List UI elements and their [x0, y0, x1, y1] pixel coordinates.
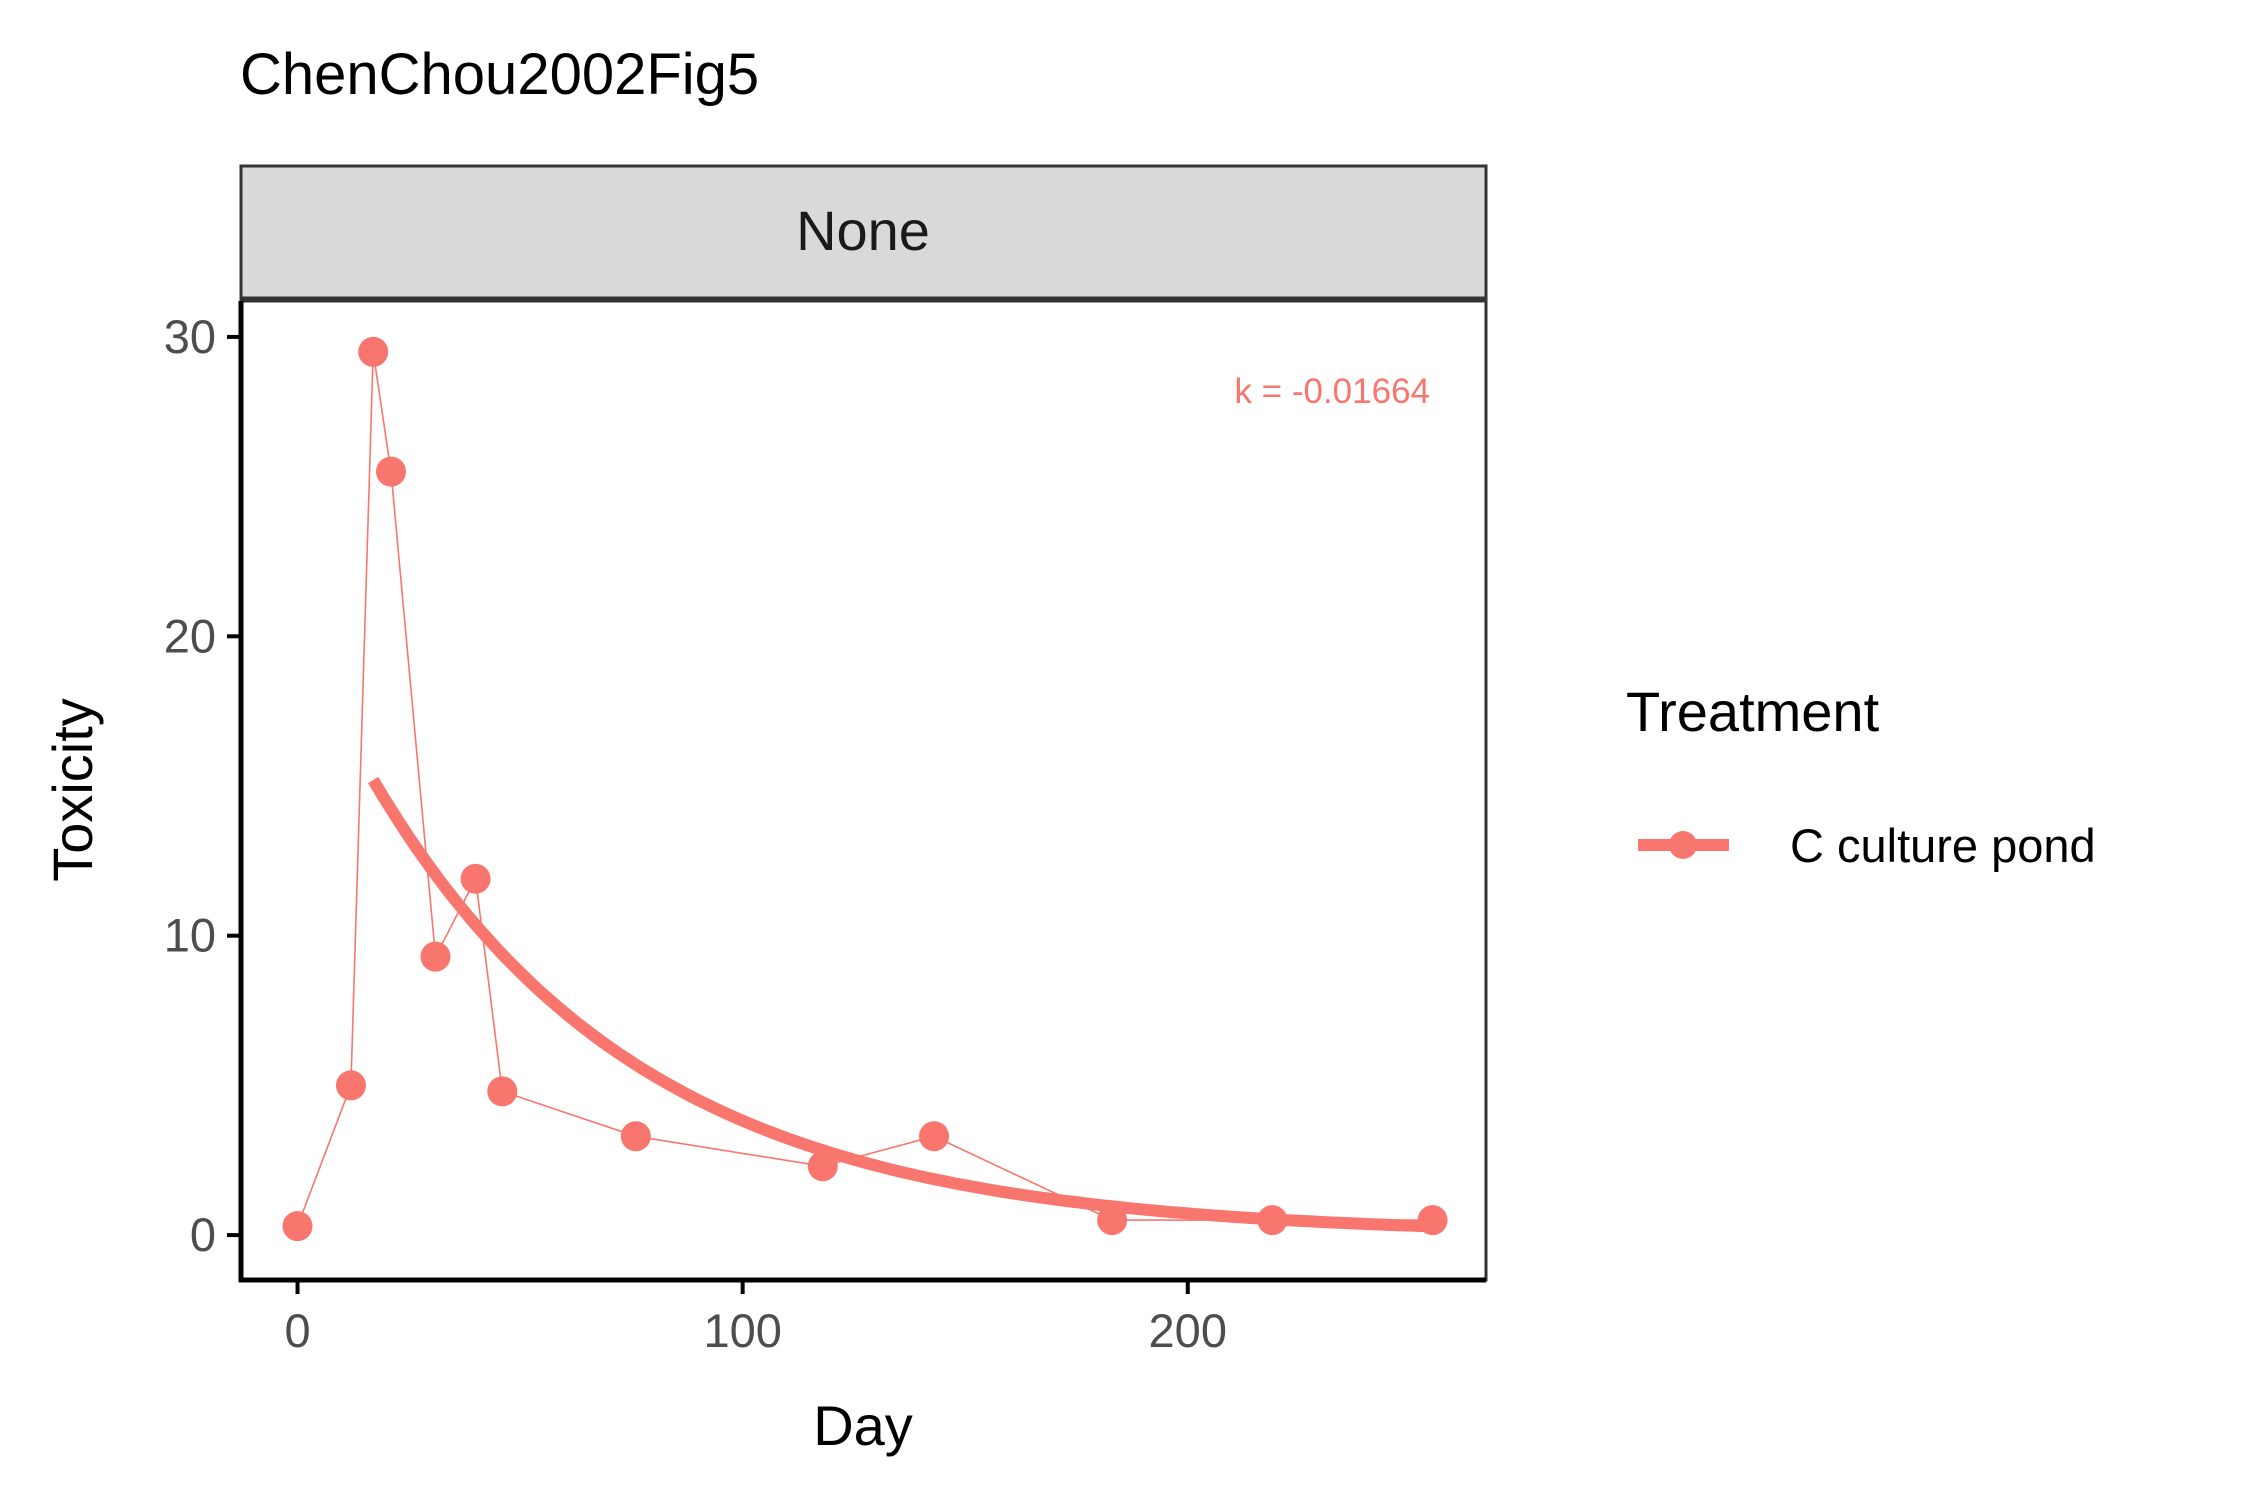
- x-axis-title: Day: [813, 1394, 913, 1457]
- y-tick-label-0: 0: [190, 1208, 216, 1261]
- x-tick-label-200: 200: [1149, 1304, 1227, 1357]
- data-point: [807, 1151, 838, 1182]
- data-point: [919, 1121, 950, 1152]
- x-tick-label-100: 100: [703, 1304, 781, 1357]
- data-point: [282, 1211, 313, 1242]
- data-point: [487, 1076, 518, 1107]
- y-tick-label-10: 10: [164, 909, 216, 962]
- y-tick-label-30: 30: [164, 310, 216, 363]
- facet-strip-label: None: [796, 199, 930, 262]
- data-point: [1417, 1205, 1448, 1236]
- y-axis-title: Toxicity: [41, 698, 104, 882]
- data-point: [335, 1070, 366, 1101]
- data-point: [376, 456, 407, 487]
- axes: 0 100 200 0 10 20 30: [164, 301, 1486, 1357]
- x-tick-label-0: 0: [284, 1304, 310, 1357]
- chart-title: ChenChou2002Fig5: [240, 42, 759, 107]
- plot-panel: [239, 299, 1488, 1282]
- fit-annotation: k = -0.01664: [1234, 372, 1430, 411]
- data-point: [620, 1121, 651, 1152]
- fit-curve: [368, 776, 1433, 1233]
- data-point: [1097, 1205, 1128, 1236]
- data-point: [1257, 1205, 1288, 1236]
- data-point: [460, 863, 491, 894]
- legend-key-point: [1669, 831, 1697, 859]
- data-point: [358, 336, 389, 367]
- y-tick-label-20: 20: [164, 609, 216, 662]
- facet-strip: [239, 164, 1488, 300]
- legend-title: Treatment: [1626, 680, 1880, 743]
- plot-marks: [282, 336, 1448, 1242]
- legend-label-c-culture-pond: C culture pond: [1790, 819, 2096, 872]
- data-point: [420, 941, 451, 972]
